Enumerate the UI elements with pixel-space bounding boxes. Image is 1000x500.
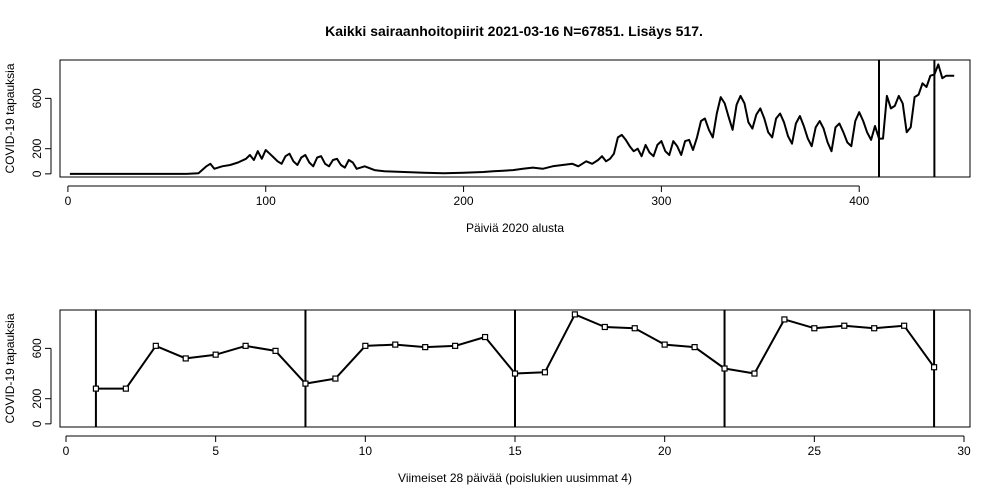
top-x-tick-label: 0 [65,194,72,208]
top-x-tick-label: 300 [651,194,671,208]
top-plot-frame [59,59,971,178]
bottom-x-tick-label: 30 [957,444,971,458]
panel-bottom-plot: 0 5 10 15 20 25 30 0 200 600 Viimeiset 28 päivää (… [3,309,971,485]
bottom-x-tick-label: 15 [508,444,522,458]
bottom-data-point [392,341,399,348]
bottom-data-point [182,355,189,362]
bottom-data-point [92,385,100,392]
chart-title: Kaikki sairaanhoitopiirit 2021-03-16 N=6… [325,23,703,39]
top-y-tick-label: 0 [30,170,44,177]
bottom-data-point [901,322,908,329]
top-x-tick-label: 400 [849,194,869,208]
bottom-data-point [302,380,309,387]
bottom-y-tick-label: 0 [30,420,44,427]
top-y-tick-label: 600 [30,88,44,108]
top-x-tick-label: 100 [256,194,276,208]
bottom-x-tick-label: 25 [808,444,822,458]
bottom-data-point [751,370,758,377]
bottom-data-point [541,369,549,376]
bottom-data-point [691,344,698,351]
panel-top-plot: 0 100 200 300 400 0 200 600 Päiviä 2020 alusta CO… [3,59,971,235]
bottom-data-point [811,325,818,332]
bottom-x-tick-label: 20 [658,444,672,458]
bottom-y-axis-label: COVID-19 tapauksia [3,313,17,423]
bottom-data-point [871,325,878,332]
bottom-x-tick-label: 5 [212,444,219,458]
bottom-data-point [511,370,519,377]
bottom-x-tick-label: 0 [63,444,70,458]
top-x-tick-label: 200 [454,194,474,208]
top-series-line [69,63,955,175]
bottom-y-tick-label: 600 [30,338,44,358]
top-x-axis-label: Päiviä 2020 alusta [466,221,564,235]
bottom-data-point [272,347,279,354]
bottom-data-point [781,316,788,323]
bottom-y-tick-label: 200 [30,388,44,408]
bottom-data-point [841,322,848,329]
bottom-data-point [601,323,608,331]
bottom-data-point [930,364,938,371]
bottom-x-axis-label: Viimeiset 28 päivää (poislukien uusimmat… [398,471,632,485]
bottom-data-point [212,351,219,358]
top-y-axis-label: COVID-19 tapauksia [3,63,17,173]
bottom-data-point [152,342,159,349]
bottom-data-point [481,333,489,341]
bottom-data-point [721,365,728,372]
bottom-data-point [422,344,429,351]
top-y-tick-label: 200 [30,138,44,158]
bottom-data-point [571,311,578,318]
bottom-data-point [122,385,129,392]
bottom-data-point [631,325,638,332]
panel-daily-cases: 0 100 200 300 400 0 200 600 Päiviä 2020 alusta CO… [3,59,971,235]
bottom-x-tick-label: 10 [359,444,373,458]
bottom-data-point [242,342,249,349]
bottom-data-point [661,341,668,348]
bottom-data-point [332,375,339,382]
panel-last-28-days: 0 5 10 15 20 25 30 0 200 600 Viimeiset 28 päivää (… [3,309,971,485]
bottom-data-point [452,342,459,349]
bottom-data-point [362,342,369,349]
